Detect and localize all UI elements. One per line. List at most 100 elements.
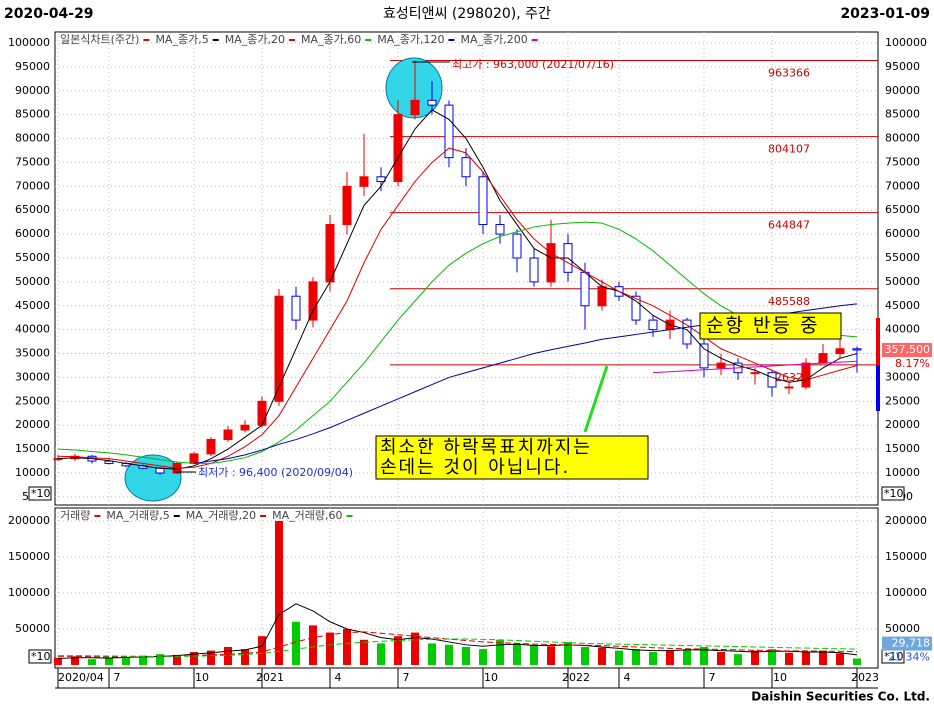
candle-body	[478, 176, 488, 226]
legend-label: MA_종가,200	[460, 33, 527, 46]
x-tick-label: 4	[624, 671, 631, 684]
y2-tick-label: 100000	[885, 36, 927, 49]
candle-body	[461, 157, 471, 178]
candle-body	[580, 271, 590, 307]
candle-body	[818, 353, 828, 364]
candle-body	[257, 400, 267, 426]
range-bar	[876, 318, 880, 365]
volume-bar	[734, 654, 742, 665]
volume-bar	[394, 636, 402, 665]
candle-body	[410, 99, 420, 116]
change-label: 21.34%	[888, 651, 930, 664]
y-tick-label: 50000	[15, 275, 50, 288]
x-tick-label: 7	[709, 671, 716, 684]
low-label: 최저가 : 96,400 (2020/09/04)	[198, 466, 353, 479]
y-tick-label: 85000	[15, 108, 50, 121]
x-tick-label: 2021	[256, 671, 284, 684]
legend-label: MA_종가,20	[225, 33, 285, 46]
y-tick-label: 50000	[15, 622, 50, 635]
y2-tick-label: 80000	[885, 132, 920, 145]
ma-line	[652, 360, 858, 374]
volume-bar	[343, 628, 351, 665]
candle-body	[495, 224, 505, 235]
volume-bar	[309, 625, 317, 665]
x-tick-label: 10	[773, 671, 787, 684]
x-tick-label: 10	[484, 671, 498, 684]
volume-bar	[530, 644, 538, 665]
y2-tick-label: 95000	[885, 60, 920, 73]
x-tick-label: 7	[403, 671, 410, 684]
volume-bar	[666, 650, 674, 665]
ma-line	[57, 147, 858, 469]
callout: 손데는 것이 아닙니다.	[380, 457, 570, 478]
y-tick-label: 20000	[15, 418, 50, 431]
volume-bar	[173, 654, 181, 665]
last-value-box	[882, 636, 932, 651]
ma-line	[58, 631, 858, 658]
candle-body	[189, 453, 199, 464]
volume-bar	[581, 646, 589, 665]
callout-box	[699, 312, 842, 340]
volume-panel	[54, 507, 879, 669]
volume-bar	[377, 643, 385, 665]
x-tick-label: 2020/04	[58, 671, 104, 684]
volume-bar	[71, 656, 79, 665]
chart-title: 효성티앤씨 (298020), 주간	[383, 6, 551, 22]
candle-body	[835, 348, 845, 355]
candle-body	[852, 348, 862, 351]
level-label: 963366	[768, 66, 810, 79]
candle-body	[223, 429, 233, 441]
volume-bar	[241, 649, 249, 665]
candle-body	[427, 99, 437, 106]
y-tick-label: 35000	[15, 347, 50, 360]
scale-note-box	[28, 649, 52, 664]
candle-body	[784, 386, 794, 389]
volume-bar	[275, 520, 283, 665]
y2-tick-label: 20000	[885, 418, 920, 431]
callout: 순항 반등 중	[706, 315, 819, 337]
price-panel	[54, 31, 879, 506]
volume-bar	[105, 658, 113, 665]
y2-tick-label: 55000	[885, 251, 920, 264]
y-tick-label: 60000	[15, 227, 50, 240]
legend-label: MA_종가,120	[377, 33, 444, 46]
volume-bar	[717, 652, 725, 665]
scale-note: *10	[884, 650, 904, 663]
legend-label: 거래량	[60, 509, 90, 522]
y-tick-label: 150000	[8, 550, 50, 563]
candle-body	[546, 243, 556, 283]
volume-bar	[819, 650, 827, 665]
y-tick-label: 100000	[8, 36, 50, 49]
volume-bar	[207, 650, 215, 665]
y-tick-label: 100000	[8, 586, 50, 599]
ma-line	[57, 603, 858, 659]
candle-body	[699, 343, 709, 369]
callout: 최소한 하락목표치까지는	[380, 437, 592, 458]
y2-tick-label: 45000	[885, 299, 920, 312]
y2-tick-label: 100000	[885, 586, 927, 599]
y-tick-label: 80000	[15, 132, 50, 145]
last-value-label: 357,500	[885, 343, 931, 356]
candle-body	[750, 372, 760, 375]
candle-body	[444, 104, 454, 159]
scale-note-box	[28, 486, 52, 501]
volume-bar	[649, 652, 657, 665]
x-tick-label: 7	[114, 671, 121, 684]
volume-bar	[547, 646, 555, 665]
scale-note-box	[881, 486, 905, 501]
candle-body	[342, 185, 352, 226]
candle-body	[359, 176, 369, 187]
volume-bar	[190, 652, 198, 665]
candle-body	[155, 467, 165, 474]
volume-bar	[513, 643, 521, 665]
volume-bar	[683, 649, 691, 665]
y-tick-label: 95000	[15, 60, 50, 73]
ma-line	[58, 638, 858, 657]
legend-label: MA_종가,5	[155, 33, 208, 46]
legend-label: MA_종가,60	[301, 33, 361, 46]
range-bar	[876, 365, 880, 411]
candle-body	[529, 257, 539, 283]
callout-box	[375, 435, 649, 480]
volume-bar	[156, 654, 164, 665]
candle-body	[274, 295, 284, 402]
